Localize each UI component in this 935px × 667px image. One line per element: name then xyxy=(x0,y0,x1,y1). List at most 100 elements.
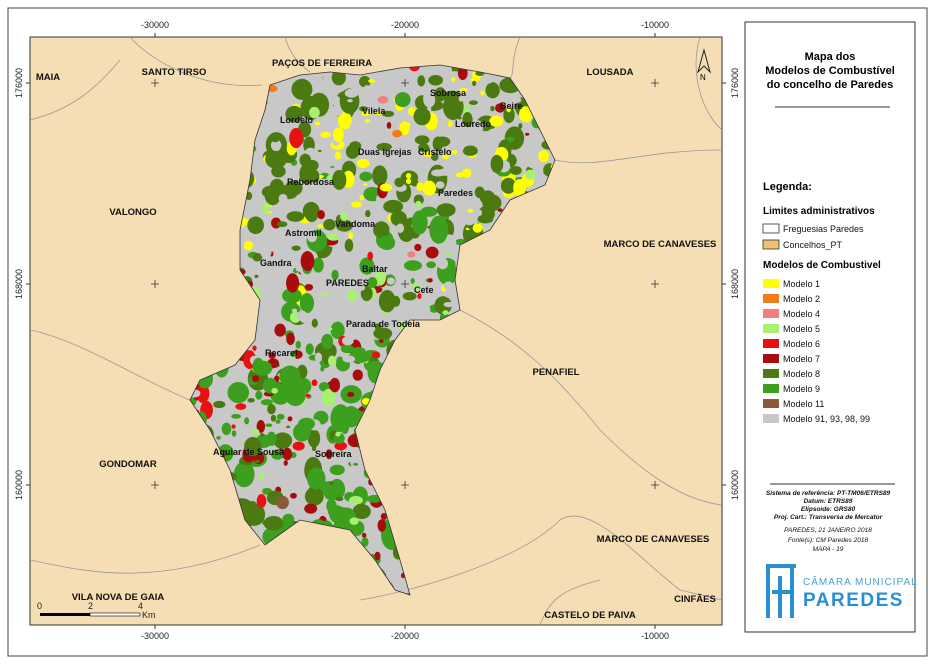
fuel-patch xyxy=(421,160,431,171)
fuel-patch xyxy=(426,261,437,269)
fuel-patch xyxy=(364,119,371,123)
fuel-patch xyxy=(426,290,432,295)
fuel-patch xyxy=(227,382,250,404)
fuel-patch xyxy=(340,212,349,221)
map-metadata: Datum: ETRS89 xyxy=(804,498,853,505)
parish-label: Astromil xyxy=(285,228,322,238)
fuel-patch xyxy=(312,257,324,273)
fuel-patch xyxy=(333,127,344,143)
fuel-patch xyxy=(364,360,385,373)
legend-label: Freguesias Paredes xyxy=(783,224,864,234)
fuel-patch xyxy=(320,366,325,372)
fuel-patch xyxy=(431,169,446,177)
parish-label: Vilela xyxy=(362,106,386,116)
fuel-patch xyxy=(506,106,511,113)
fuel-patch xyxy=(359,171,373,182)
fuel-patch xyxy=(286,425,291,429)
fuel-patch xyxy=(474,186,485,199)
fuel-patch xyxy=(327,327,333,331)
fuel-patch xyxy=(271,449,284,460)
fuel-patch xyxy=(352,369,363,381)
fuel-patch xyxy=(422,180,437,196)
legend-swatch xyxy=(763,399,779,408)
fuel-patch xyxy=(286,332,295,346)
fuel-patch xyxy=(399,211,404,218)
place-label: LOUSADA xyxy=(587,67,634,78)
fuel-patch xyxy=(408,106,416,117)
fuel-patch xyxy=(289,127,304,149)
fuel-patch xyxy=(292,441,305,451)
fuel-patch xyxy=(386,121,392,129)
fuel-patch xyxy=(278,193,288,204)
fuel-patch xyxy=(282,288,302,304)
fuel-patch xyxy=(383,199,404,214)
place-label: PENAFIEL xyxy=(533,367,580,378)
fuel-patch xyxy=(323,482,340,501)
fuel-patch xyxy=(321,292,330,297)
fuel-patch xyxy=(244,417,250,425)
fuel-patch xyxy=(434,87,447,102)
place-label: GONDOMAR xyxy=(99,459,157,470)
fuel-patch xyxy=(455,244,460,247)
fuel-patch xyxy=(268,352,276,359)
fuel-patch xyxy=(252,253,263,262)
fuel-patch xyxy=(251,428,260,436)
fuel-patch xyxy=(247,398,255,403)
fuel-patch xyxy=(489,115,504,127)
fuel-patch xyxy=(368,79,375,83)
fuel-patch xyxy=(387,115,396,125)
council-boundaries xyxy=(30,37,722,625)
fuel-patch xyxy=(321,333,334,350)
fuel-patch xyxy=(329,481,334,486)
fuel-patch xyxy=(311,318,318,328)
fuel-patch xyxy=(405,172,412,179)
fuel-patch xyxy=(263,515,284,531)
fuel-patch xyxy=(344,88,359,98)
fuel-patch xyxy=(411,210,428,235)
fuel-patch xyxy=(330,95,341,106)
fuel-patch xyxy=(291,78,313,100)
fuel-patch xyxy=(243,240,254,251)
legend-title: Mapa dos xyxy=(805,51,856,63)
fuel-patch xyxy=(287,416,293,422)
fuel-patch xyxy=(285,105,304,123)
fuel-patch xyxy=(276,495,289,510)
fuel-patch xyxy=(376,142,392,151)
parish-label: Cete xyxy=(414,285,434,295)
fuel-patch xyxy=(365,209,371,218)
fuel-patch xyxy=(435,192,447,205)
fuel-patch xyxy=(430,152,439,161)
fuel-patch xyxy=(373,110,382,116)
fuel-patch xyxy=(495,103,506,113)
place-label: SANTO TIRSO xyxy=(142,67,207,78)
x-tick-label: -20000 xyxy=(391,20,419,30)
fuel-patch xyxy=(363,183,368,186)
fuel-patch xyxy=(400,153,412,162)
parish-label: Recarei xyxy=(265,348,298,358)
fuel-patch xyxy=(334,151,342,160)
fuel-patch xyxy=(349,141,362,151)
fuel-patch xyxy=(392,129,403,138)
fuel-patch xyxy=(471,110,482,119)
logo-text: PAREDES xyxy=(803,590,904,611)
north-label: N xyxy=(700,73,706,82)
legend-swatch xyxy=(763,369,779,378)
fuel-patch xyxy=(213,400,226,409)
fuel-patch xyxy=(255,390,263,400)
fuel-patch xyxy=(276,413,285,420)
fuel-patch xyxy=(348,232,354,239)
scale-label: 4 xyxy=(138,601,143,611)
fuel-patch xyxy=(434,296,452,315)
fuel-patch xyxy=(305,209,318,222)
fuel-patch xyxy=(284,250,294,258)
y-tick-label: 176000 xyxy=(730,68,740,98)
fuel-patch xyxy=(347,98,353,103)
fuel-patch xyxy=(285,384,306,407)
parish-labels: Sobrosa Beire Vilela Lordelo Louredo Dua… xyxy=(213,88,523,459)
fuel-patch xyxy=(380,127,389,135)
legend-label: Modelo 1 xyxy=(783,279,820,289)
x-tick-label: -30000 xyxy=(141,20,169,30)
fuel-patch xyxy=(260,399,273,406)
fuel-patch xyxy=(472,80,477,87)
parish-label: Rebordosa xyxy=(287,177,335,187)
